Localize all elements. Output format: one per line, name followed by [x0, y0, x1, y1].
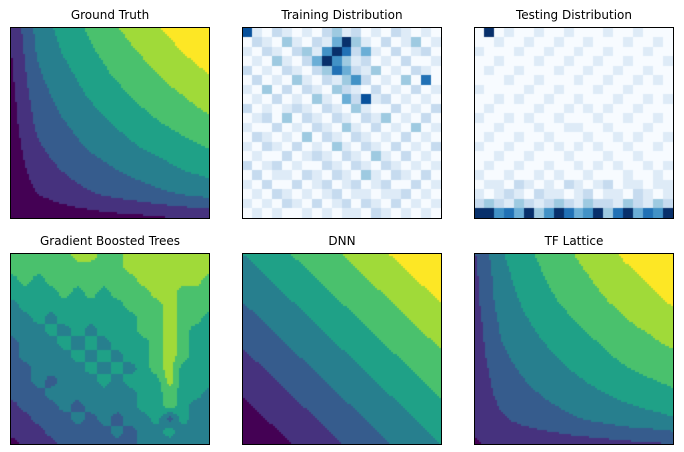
tf-lattice-contour-plot — [474, 253, 674, 445]
subplot-title-ground-truth: Ground Truth — [70, 8, 150, 22]
subplot-title-tf-lattice: TF Lattice — [544, 234, 604, 248]
ground-truth-contour-plot — [10, 27, 210, 219]
subplot-title-dnn: DNN — [328, 234, 356, 248]
dnn-contour-plot — [242, 253, 442, 445]
subplot-title-gradient-boosted-trees: Gradient Boosted Trees — [40, 234, 180, 248]
subplot-dnn: DNN — [242, 233, 442, 445]
subplot-testing-distribution: Testing Distribution — [474, 7, 674, 219]
subplot-training-distribution: Training Distribution — [242, 7, 442, 219]
subplot-tf-lattice: TF Lattice — [474, 233, 674, 445]
subplot-title-training-distribution: Training Distribution — [281, 8, 403, 22]
training-distribution-heatmap — [242, 27, 442, 219]
subplot-gradient-boosted-trees: Gradient Boosted Trees — [10, 233, 210, 445]
gradient-boosted-trees-contour-plot — [10, 253, 210, 445]
subplot-ground-truth: Ground Truth — [10, 7, 210, 219]
subplot-title-testing-distribution: Testing Distribution — [515, 8, 632, 22]
testing-distribution-heatmap — [474, 27, 674, 219]
